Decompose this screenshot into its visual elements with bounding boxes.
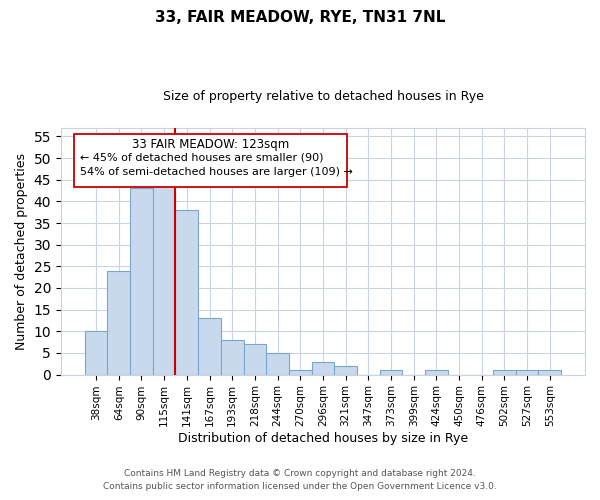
- Bar: [289, 370, 311, 374]
- Bar: [516, 370, 538, 374]
- Bar: [107, 270, 130, 374]
- Bar: [130, 188, 153, 374]
- Text: 33, FAIR MEADOW, RYE, TN31 7NL: 33, FAIR MEADOW, RYE, TN31 7NL: [155, 10, 445, 25]
- Bar: [244, 344, 266, 374]
- Title: Size of property relative to detached houses in Rye: Size of property relative to detached ho…: [163, 90, 484, 103]
- Text: 54% of semi-detached houses are larger (109) →: 54% of semi-detached houses are larger (…: [80, 168, 353, 177]
- Bar: [175, 210, 198, 374]
- Bar: [153, 184, 175, 374]
- Bar: [85, 332, 107, 374]
- Y-axis label: Number of detached properties: Number of detached properties: [15, 152, 28, 350]
- Text: 33 FAIR MEADOW: 123sqm: 33 FAIR MEADOW: 123sqm: [131, 138, 289, 151]
- Bar: [311, 362, 334, 374]
- Bar: [334, 366, 357, 374]
- Text: Contains public sector information licensed under the Open Government Licence v3: Contains public sector information licen…: [103, 482, 497, 491]
- Bar: [221, 340, 244, 374]
- Bar: [266, 353, 289, 374]
- FancyBboxPatch shape: [74, 134, 347, 187]
- X-axis label: Distribution of detached houses by size in Rye: Distribution of detached houses by size …: [178, 432, 468, 445]
- Bar: [380, 370, 403, 374]
- Text: ← 45% of detached houses are smaller (90): ← 45% of detached houses are smaller (90…: [80, 152, 324, 162]
- Bar: [493, 370, 516, 374]
- Text: Contains HM Land Registry data © Crown copyright and database right 2024.: Contains HM Land Registry data © Crown c…: [124, 468, 476, 477]
- Bar: [198, 318, 221, 374]
- Bar: [538, 370, 561, 374]
- Bar: [425, 370, 448, 374]
